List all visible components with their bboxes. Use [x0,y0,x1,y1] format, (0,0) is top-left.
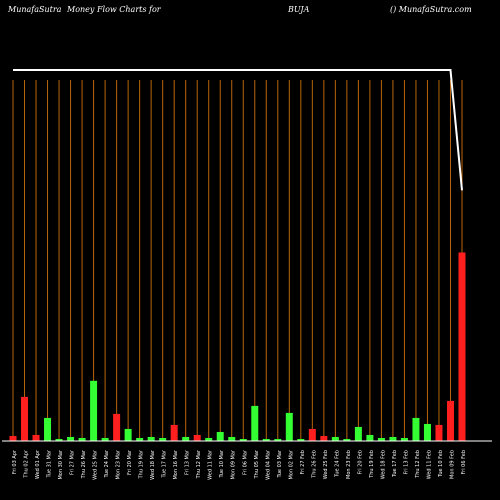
money-flow-bar [159,437,167,441]
money-flow-bar [251,405,259,441]
x-tick-label: Wed 25 Feb [323,450,329,479]
money-flow-bar [343,438,351,441]
money-flow-bar [170,424,178,441]
x-tick-label: Mon 02 Mar [288,449,294,479]
x-tick-label: Fri 06 Feb [461,450,467,474]
x-tick-label: Mon 30 Mar [58,449,64,479]
x-tick-label: Mon 09 Feb [449,450,455,479]
x-tick-label: Wed 18 Feb [380,450,386,479]
money-flow-bar [32,434,40,441]
x-tick-label: Thu 12 Feb [415,450,421,479]
x-tick-label: Tue 24 Feb [334,450,340,478]
money-flow-bar [182,436,190,441]
x-tick-label: Thu 26 Feb [311,450,317,479]
money-flow-bar [101,437,109,441]
money-flow-bar [228,436,236,441]
site-name: MunafaSutra [8,5,62,14]
money-flow-bar [308,428,316,441]
x-tick-label: Thu 02 Apr [24,449,30,479]
x-tick-label: Thu 05 Mar [254,449,260,479]
money-flow-bar [435,424,443,441]
money-flow-bar [113,413,121,441]
money-flow-bar [9,435,17,441]
money-flow-bar [193,434,201,441]
money-flow-bar [458,252,466,441]
copyright-notice: () MunafaSutra.com [390,5,472,14]
x-tick-label: Mon 23 Feb [346,450,352,479]
x-tick-label: Thu 26 Mar [81,449,87,479]
money-flow-bar [446,400,454,441]
x-tick-label: Fri 03 Apr [12,449,18,474]
x-tick-label: Tue 10 Feb [438,450,444,478]
x-tick-label: Mon 09 Mar [231,449,237,479]
x-tick-label: Fri 27 Feb [300,450,306,474]
money-flow-bar [389,436,397,441]
x-tick-label: Tue 17 Mar [162,449,168,478]
money-flow-bar [44,417,52,441]
x-tick-label: Wed 11 Mar [208,449,214,480]
money-flow-bar [331,436,339,441]
money-flow-bar [239,438,247,441]
x-tick-label: Tue 24 Mar [104,449,110,478]
x-tick-label: Wed 18 Mar [150,449,156,480]
money-flow-bar [136,437,144,441]
money-flow-bar [366,434,374,441]
money-flow-bar [423,423,431,441]
x-tick-label: Fri 13 Feb [403,450,409,474]
x-tick-label: Wed 25 Mar [93,449,99,480]
money-flow-bar [320,435,328,441]
x-tick-label: Wed 11 Feb [426,450,432,479]
money-flow-bar [354,426,362,441]
money-flow-bar [285,412,293,441]
money-flow-bar [297,438,305,441]
money-flow-bar [90,380,98,441]
money-flow-bar [124,428,132,441]
money-flow-bar [21,396,29,441]
x-tick-label: Tue 17 Feb [392,450,398,478]
x-tick-label: Tue 03 Mar [277,449,283,478]
money-flow-bar [67,436,75,441]
chart-header: MunafaSutra Money Flow Charts for BUJA (… [0,0,500,24]
x-tick-label: Thu 19 Feb [369,450,375,479]
x-tick-label: Tue 10 Mar [219,449,225,478]
x-tick-label: Fri 20 Feb [357,450,363,474]
x-tick-label: Tue 31 Mar [47,449,53,478]
x-tick-label: Fri 06 Mar [242,449,248,475]
money-flow-bar [216,431,224,441]
money-flow-bar [147,436,155,441]
money-flow-bar [400,437,408,441]
x-tick-label: Mon 16 Mar [173,449,179,479]
money-flow-bar [377,437,385,441]
x-tick-label: Fri 27 Mar [70,449,76,475]
chart-title: Money Flow Charts for [67,5,161,14]
money-flow-bar [262,438,270,441]
x-tick-label: Fri 13 Mar [185,449,191,475]
x-tick-label: Thu 19 Mar [139,449,145,479]
x-tick-label: Thu 12 Mar [196,449,202,479]
x-tick-label: Wed 04 Mar [265,449,271,480]
stock-symbol: BUJA [288,5,310,14]
x-tick-label: Fri 20 Mar [127,449,133,475]
money-flow-bar [274,438,282,441]
price-line [13,68,463,191]
money-flow-bar [205,437,213,441]
money-flow-bar [412,417,420,441]
money-flow-bar [78,437,86,441]
x-tick-label: Mon 23 Mar [116,449,122,479]
money-flow-bar [55,438,63,441]
x-tick-label: Wed 01 Apr [35,449,41,479]
